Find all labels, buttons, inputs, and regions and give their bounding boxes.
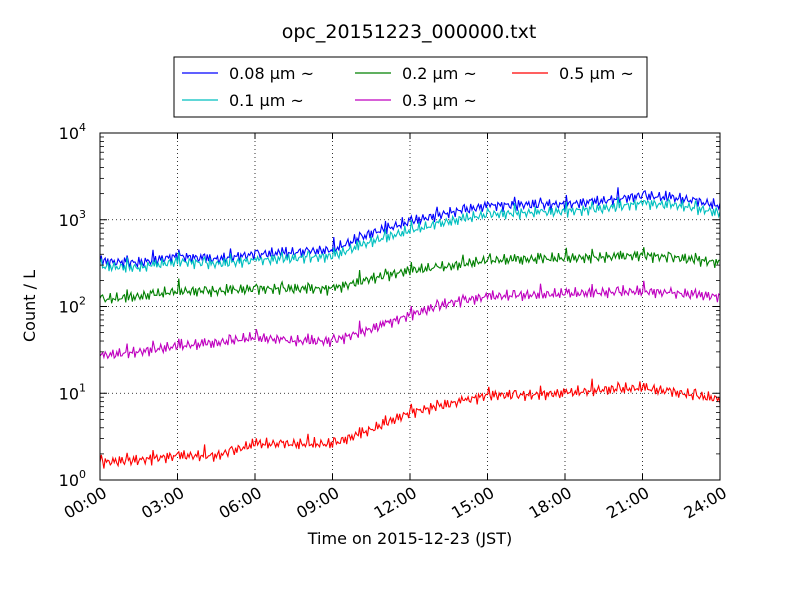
legend-label: 0.1 µm ~ [229,91,304,110]
series-line [99,247,721,304]
y-tick-label: 101 [59,381,86,403]
x-axis-label: Time on 2015-12-23 (JST) [307,529,512,548]
y-tick-label: 103 [59,208,86,230]
series-line [99,280,721,360]
axis-ticks [99,132,721,481]
grid-lines [100,133,720,480]
y-tick-label: 102 [59,295,86,317]
y-axis-label: Count / L [20,270,39,342]
chart-title: opc_20151223_000000.txt [282,21,537,43]
y-tick-label: 100 [59,468,86,490]
y-tick-labels: 100 101 102 103 104 [59,121,86,490]
legend-box [173,56,648,118]
plot-series [99,187,721,469]
series-line [99,197,721,273]
y-tick-label: 104 [59,121,86,143]
legend: 0.08 µm ~ 0.1 µm ~ 0.2 µm ~ 0.3 µm ~ 0.5 µm … [173,56,648,118]
legend-label: 0.3 µm ~ [402,91,477,110]
legend-label: 0.08 µm ~ [229,64,314,83]
legend-label: 0.2 µm ~ [402,64,477,83]
series-line [99,378,721,469]
legend-label: 0.5 µm ~ [559,64,634,83]
series-line [99,187,721,269]
